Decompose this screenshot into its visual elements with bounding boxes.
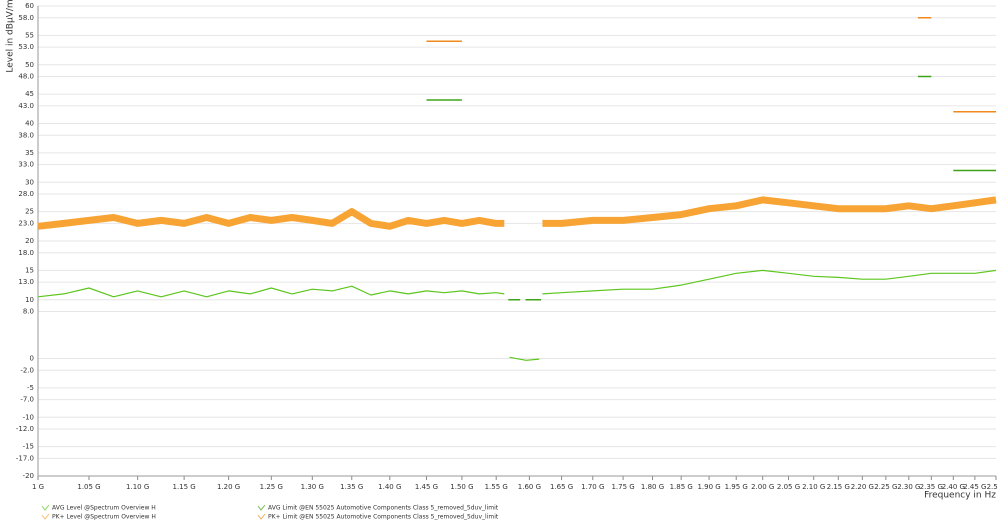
y-tick-label: 20 bbox=[25, 237, 34, 245]
y-tick-label: 43.0 bbox=[18, 102, 34, 110]
legend-icon bbox=[41, 513, 50, 520]
y-tick-label: 25 bbox=[25, 208, 34, 216]
y-tick-label: -2.0 bbox=[20, 366, 34, 374]
x-tick-label: 1.80 G bbox=[641, 483, 664, 491]
x-tick-label: 1.65 G bbox=[550, 483, 573, 491]
y-tick-label: -17.0 bbox=[16, 454, 34, 462]
y-tick-label: 50 bbox=[25, 61, 34, 69]
x-tick-label: 2.00 G bbox=[751, 483, 774, 491]
x-tick-label: 2.35 G bbox=[920, 483, 943, 491]
y-tick-label: 40 bbox=[25, 120, 34, 128]
x-tick-label: 1.90 G bbox=[697, 483, 720, 491]
y-tick-label: -10 bbox=[23, 413, 34, 421]
y-tick-label: -5 bbox=[27, 384, 34, 392]
y-tick-label: 30 bbox=[25, 178, 34, 186]
y-tick-label: 8.0 bbox=[23, 308, 34, 316]
x-tick-label: 1.75 G bbox=[611, 483, 634, 491]
x-tick-label: 2.40 G bbox=[942, 483, 965, 491]
y-tick-label: 60 bbox=[25, 2, 34, 10]
y-tick-label: -12.0 bbox=[16, 425, 34, 433]
x-tick-label: 1.60 G bbox=[518, 483, 541, 491]
x-tick-label: 1.50 G bbox=[450, 483, 473, 491]
x-tick-label: 1.40 G bbox=[378, 483, 401, 491]
x-tick-label: 2.10 G bbox=[802, 483, 825, 491]
x-tick-label: 1.85 G bbox=[670, 483, 693, 491]
y-tick-label: 55 bbox=[25, 31, 34, 39]
y-tick-label: 0 bbox=[30, 355, 34, 363]
series-line bbox=[37, 269, 997, 361]
x-tick-label: 2.25 G bbox=[874, 483, 897, 491]
x-tick-label: 2.20 G bbox=[851, 483, 874, 491]
y-tick-label: 33.0 bbox=[18, 161, 34, 169]
x-tick-label: 1.15 G bbox=[172, 483, 195, 491]
x-tick-label: 1.70 G bbox=[581, 483, 604, 491]
series-line bbox=[426, 75, 996, 301]
x-tick-label: 1 G bbox=[32, 483, 44, 491]
series-line bbox=[37, 196, 997, 230]
x-tick-label: 2.05 G bbox=[777, 483, 800, 491]
legend-icon bbox=[257, 513, 266, 520]
y-tick-label: 35 bbox=[25, 149, 34, 157]
legend-label: AVG Level @Spectrum Overview H bbox=[52, 505, 156, 512]
x-tick-label: 1.55 G bbox=[485, 483, 508, 491]
x-tick-label: 1.25 G bbox=[260, 483, 283, 491]
x-tick-label: 1.20 G bbox=[217, 483, 240, 491]
x-tick-label: 1.95 G bbox=[725, 483, 748, 491]
legend-label: PK+ Level @Spectrum Overview H bbox=[52, 514, 156, 521]
y-tick-label: 38.0 bbox=[18, 131, 34, 139]
x-tick-label: 2.15 G bbox=[827, 483, 850, 491]
x-tick-label: 1.35 G bbox=[340, 483, 363, 491]
x-tick-label: 2.30 G bbox=[897, 483, 920, 491]
y-tick-label: 28.0 bbox=[18, 190, 34, 198]
legend-icon bbox=[41, 504, 50, 511]
y-tick-label: 58.0 bbox=[18, 14, 34, 22]
x-tick-label: 1.45 G bbox=[415, 483, 438, 491]
y-tick-label: 53.0 bbox=[18, 43, 34, 51]
legend-label: AVG Limit @EN 55025 Automotive Component… bbox=[268, 505, 499, 512]
legend-icon bbox=[257, 504, 266, 511]
y-tick-label: 10 bbox=[25, 296, 34, 304]
x-tick-label: 1.05 G bbox=[77, 483, 100, 491]
y-tick-label: 13.0 bbox=[18, 278, 34, 286]
y-tick-label: 15 bbox=[25, 266, 34, 274]
y-tick-label: 18.0 bbox=[18, 249, 34, 257]
series-line bbox=[426, 17, 996, 113]
y-tick-label: -15 bbox=[23, 443, 34, 451]
x-axis-label: Frequency in Hz bbox=[924, 491, 996, 501]
x-tick-label: 2.5 G bbox=[987, 483, 1000, 491]
y-tick-label: -7.0 bbox=[20, 396, 34, 404]
y-tick-label: 48.0 bbox=[18, 73, 34, 81]
legend-label: PK+ Limit @EN 55025 Automotive Component… bbox=[268, 514, 499, 521]
y-tick-label: -20 bbox=[23, 472, 34, 480]
y-axis-label: Level in dBµV/m bbox=[6, 0, 16, 73]
x-tick-label: 2.45 G bbox=[963, 483, 986, 491]
x-tick-label: 1.30 G bbox=[301, 483, 324, 491]
x-tick-label: 1.10 G bbox=[126, 483, 149, 491]
y-tick-label: 23.0 bbox=[18, 219, 34, 227]
y-tick-label: 45 bbox=[25, 90, 34, 98]
